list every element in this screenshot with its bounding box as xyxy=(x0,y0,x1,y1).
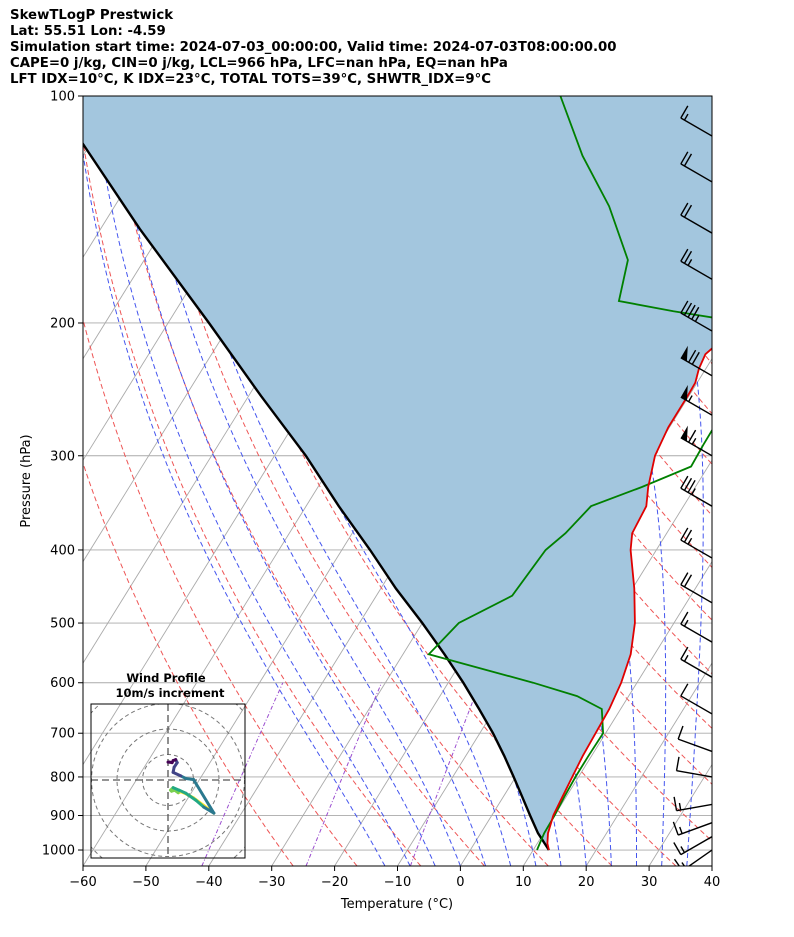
dry-adiabat-line xyxy=(83,317,358,866)
wind-barb xyxy=(680,572,712,604)
mixing-ratio-line xyxy=(409,682,481,866)
x-axis-label: Temperature (°C) xyxy=(340,897,453,912)
moist-adiabat-line xyxy=(711,860,712,866)
wind-barb xyxy=(680,300,712,332)
isotherm-line xyxy=(585,662,712,866)
hodograph-trace-segment xyxy=(184,791,198,802)
time-line: Simulation start time: 2024-07-03_00:00:… xyxy=(10,40,617,55)
dry-adiabat-line xyxy=(141,96,549,866)
x-tick-label: 0 xyxy=(456,875,464,890)
y-tick-label: 400 xyxy=(50,543,75,558)
y-tick-label: 700 xyxy=(50,727,75,742)
wind-barb xyxy=(673,836,712,856)
location-line: Lat: 55.51 Lon: -4.59 xyxy=(10,24,166,39)
y-tick-label: 300 xyxy=(50,449,75,464)
wind-barb xyxy=(680,105,712,137)
wind-barb xyxy=(680,683,712,715)
x-tick-label: −40 xyxy=(195,875,222,890)
wind-barb xyxy=(673,796,712,812)
indices-line: LFT IDX=10°C, K IDX=23°C, TOTAL TOTS=39°… xyxy=(10,72,492,87)
x-tick-label: −50 xyxy=(132,875,159,890)
chart-title: SkewTLogP Prestwick xyxy=(10,8,174,23)
cape-line: CAPE=0 j/kg, CIN=0 j/kg, LCL=966 hPa, LF… xyxy=(10,56,508,71)
isotherm-line xyxy=(83,96,184,259)
moist-adiabat-line xyxy=(610,96,704,866)
x-tick-label: −20 xyxy=(321,875,348,890)
x-tick-label: 40 xyxy=(704,875,721,890)
temperature-line xyxy=(546,347,712,851)
x-tick-label: 30 xyxy=(641,875,658,890)
wind-barb xyxy=(680,248,712,280)
y-tick-label: 1000 xyxy=(42,844,75,859)
y-axis-label: Pressure (hPa) xyxy=(19,434,34,527)
wind-barb xyxy=(673,849,712,866)
wind-barb xyxy=(680,202,712,234)
wind-barb xyxy=(680,425,712,457)
hodograph-trace-segment xyxy=(192,777,216,815)
wind-barb xyxy=(680,611,712,643)
hodograph-frame xyxy=(90,703,246,859)
y-tick-label: 500 xyxy=(50,617,75,632)
cape-shading xyxy=(83,96,712,850)
wind-barb xyxy=(680,385,712,416)
moist-adiabat-line xyxy=(132,96,461,866)
x-tick-label: −10 xyxy=(384,875,411,890)
hodograph: Wind Profile 10m/s increment xyxy=(90,671,246,859)
wind-barb xyxy=(680,345,712,377)
y-tick-label: 200 xyxy=(50,316,75,331)
moist-adiabat-line xyxy=(737,96,794,866)
dry-adiabat-line xyxy=(499,96,712,415)
isotherm-line xyxy=(775,96,794,866)
hodograph-subtitle: 10m/s increment xyxy=(116,686,225,700)
x-tick-label: −30 xyxy=(258,875,285,890)
y-tick-label: 900 xyxy=(50,809,75,824)
hodograph-trace-segment xyxy=(194,798,206,809)
dry-adiabat-line xyxy=(336,96,712,675)
mixing-ratio-line xyxy=(305,682,382,866)
isotherm-line xyxy=(711,865,712,866)
moist-adiabat-line xyxy=(111,96,436,866)
dry-adiabat-line xyxy=(83,137,422,866)
dry-adiabat-line xyxy=(760,96,794,866)
dry-adiabat-line xyxy=(728,96,794,866)
wind-barb xyxy=(677,725,712,753)
dry-adiabat-line xyxy=(83,461,294,866)
wind-barb xyxy=(680,646,712,678)
x-tick-label: −60 xyxy=(69,875,96,890)
wind-barb xyxy=(680,527,712,559)
wind-barb xyxy=(672,821,712,836)
y-tick-label: 100 xyxy=(50,90,75,105)
y-tick-label: 600 xyxy=(50,676,75,691)
dewpoint-line xyxy=(427,96,712,851)
moist-adiabat-line xyxy=(92,96,411,866)
parcel-profile-line xyxy=(83,141,550,851)
dry-adiabat-line xyxy=(206,96,677,866)
dry-adiabat-line xyxy=(108,96,485,866)
chart-header: SkewTLogP Prestwick Lat: 55.51 Lon: -4.5… xyxy=(10,8,617,88)
wind-barb xyxy=(680,475,712,507)
wind-barb xyxy=(675,756,712,778)
hodograph-title: Wind Profile xyxy=(126,671,206,685)
moist-adiabat-line xyxy=(156,96,487,866)
dry-adiabat-line xyxy=(303,96,712,730)
hodograph-ring xyxy=(91,704,245,858)
wind-barb xyxy=(680,151,712,183)
x-tick-label: 20 xyxy=(578,875,595,890)
y-tick-label: 800 xyxy=(50,770,75,785)
x-tick-label: 10 xyxy=(515,875,532,890)
